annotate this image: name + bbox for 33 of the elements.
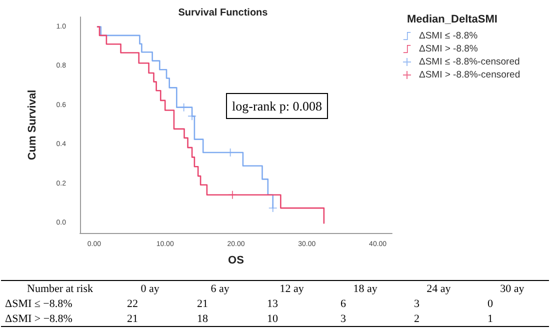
text: 2	[414, 312, 420, 324]
legend-label: ΔSMI > -8.8%-censored	[419, 70, 520, 80]
legend-label: ΔSMI ≤ -8.8%-censored	[419, 56, 520, 68]
text: 22	[127, 298, 138, 310]
legend-title: Median_DeltaSMI	[407, 14, 498, 26]
legend-label: ΔSMI > -8.8%	[419, 44, 478, 54]
text: 12 ay	[280, 282, 304, 294]
text: 0	[487, 298, 493, 310]
text: 21	[197, 298, 208, 310]
text: 6 ay	[210, 282, 230, 294]
text: ΔSMI > −8.8%	[5, 312, 72, 324]
text: 6	[340, 298, 346, 310]
point	[228, 190, 236, 199]
text: 18	[197, 312, 208, 324]
text: 30 ay	[500, 282, 524, 294]
text: 18 ay	[353, 282, 378, 294]
text: 3	[340, 312, 346, 324]
text: 13	[267, 298, 278, 310]
legend-label: ΔSMI ≤ -8.8%	[419, 30, 478, 42]
chart-title: Survival Functions	[178, 8, 268, 18]
text: 1	[487, 312, 493, 324]
text: ΔSMI ≤ −8.8%	[5, 298, 72, 310]
point	[268, 204, 277, 212]
text: 21	[127, 312, 138, 324]
text: 10	[267, 312, 278, 324]
point	[180, 103, 188, 112]
y-axis-title: Cum Survival	[26, 90, 38, 160]
text: Number at risk	[27, 282, 93, 294]
x-axis-title: OS	[228, 254, 244, 266]
text: 24 ay	[426, 282, 451, 294]
text: 3	[414, 298, 420, 310]
annotation: log-rank p: 0.008	[232, 98, 322, 114]
text: 0 ay	[140, 282, 160, 294]
